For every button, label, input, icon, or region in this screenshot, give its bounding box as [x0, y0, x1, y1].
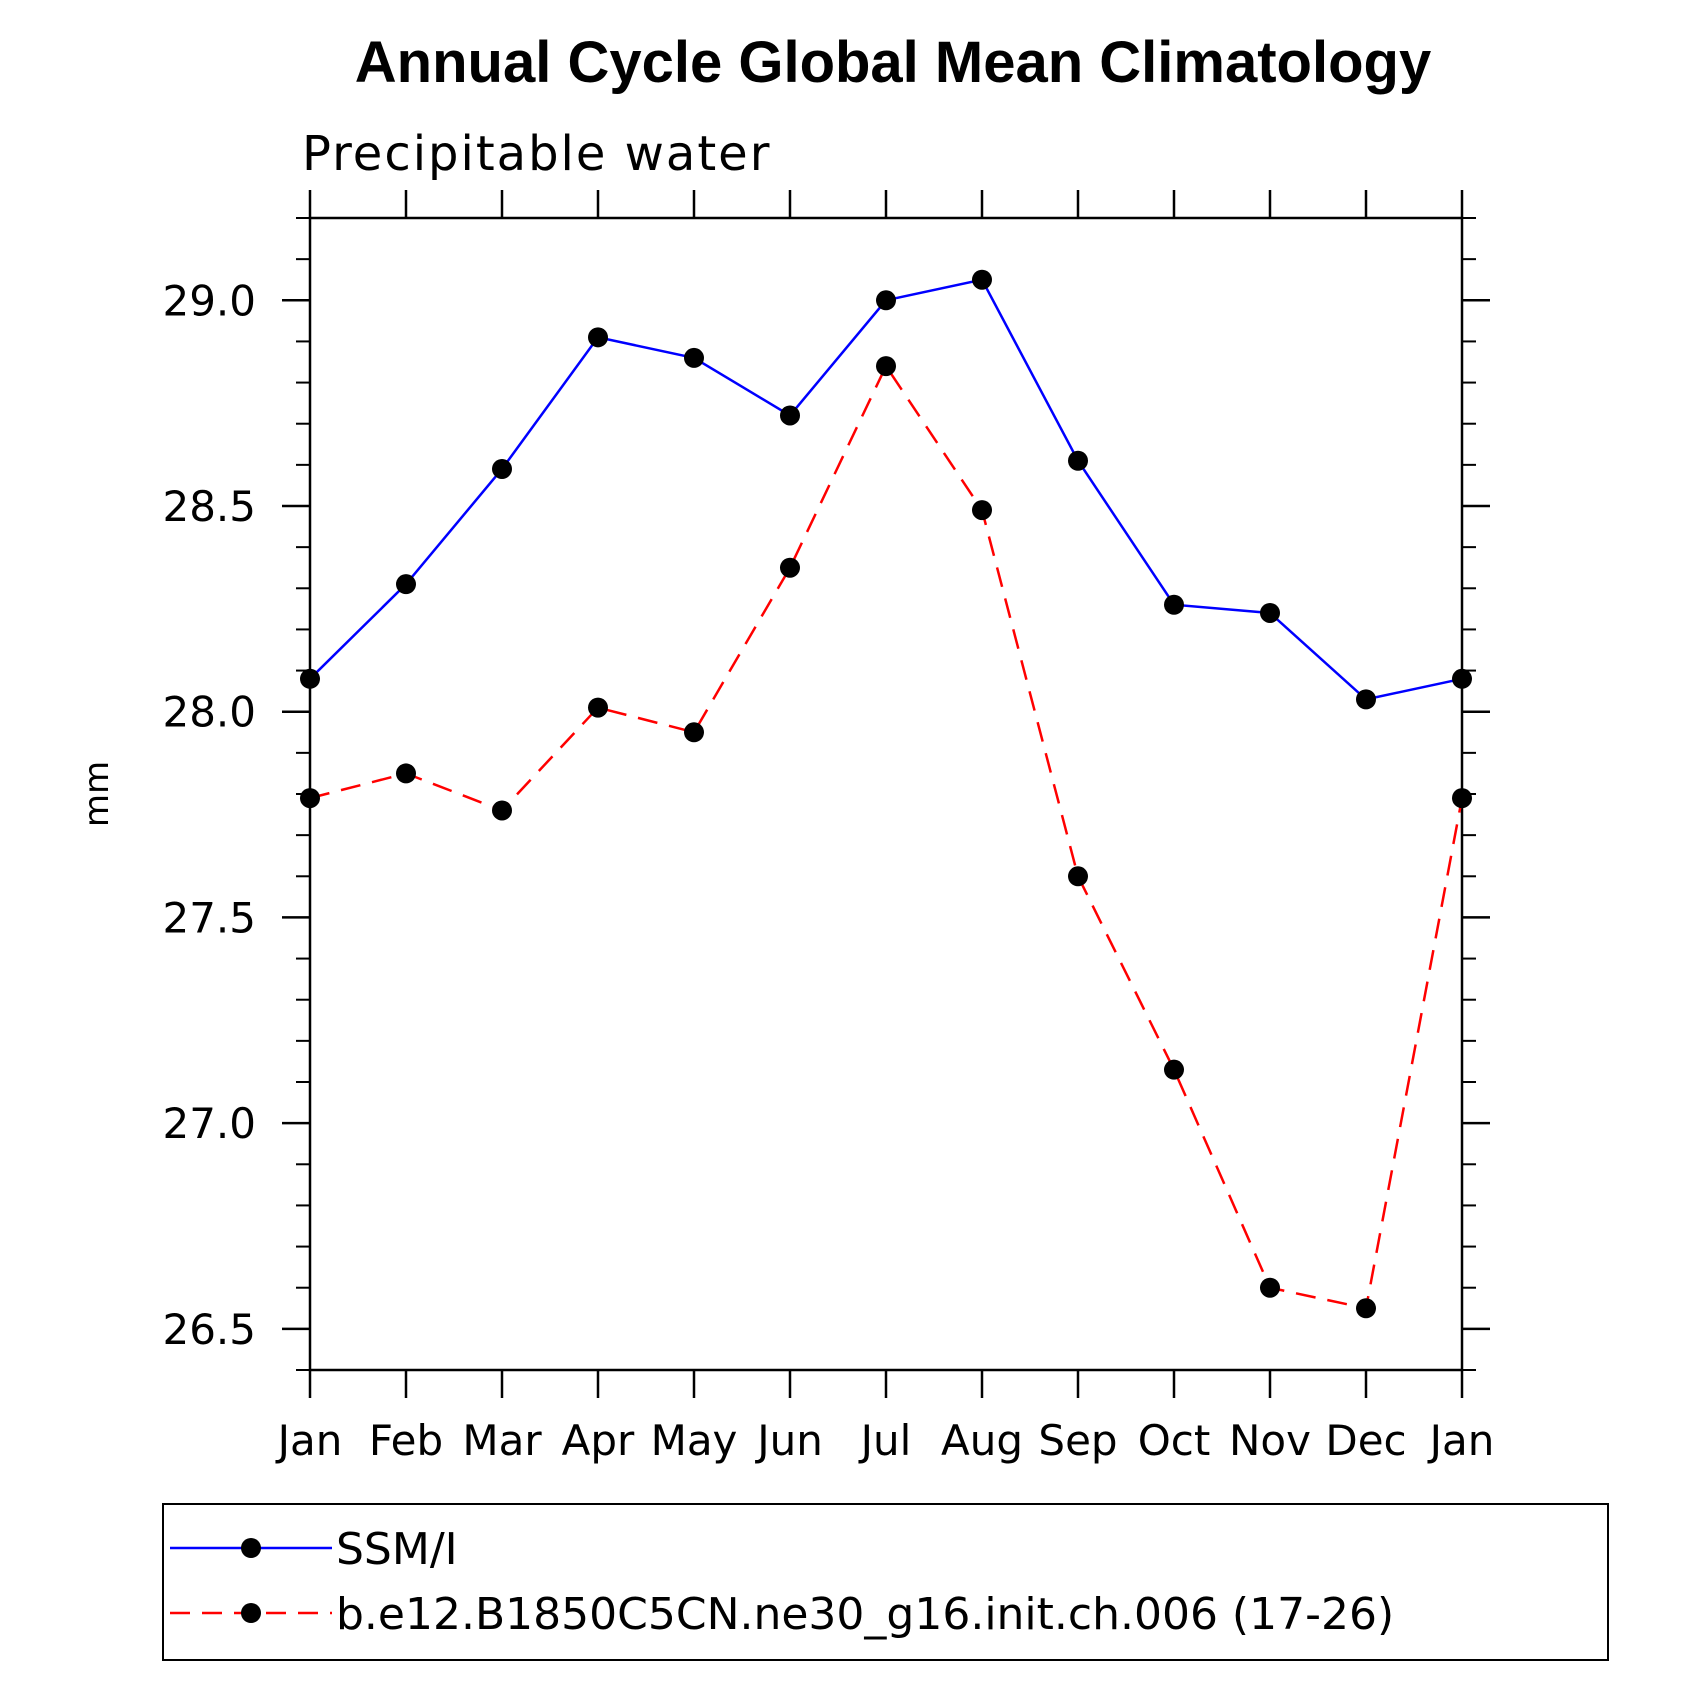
x-tick-label: Sep [1038, 1416, 1117, 1465]
y-tick-label: 27.0 [162, 1099, 256, 1148]
series-1-point [300, 788, 320, 809]
x-tick-label: May [651, 1416, 738, 1465]
chart-title: Annual Cycle Global Mean Climatology [355, 30, 1431, 95]
y-tick-label: 28.0 [162, 688, 256, 737]
series-0-point [684, 347, 704, 368]
series-line-1 [309, 363, 1464, 1310]
y-tick-label: 28.5 [162, 482, 256, 531]
x-tick-label: Feb [369, 1416, 443, 1465]
chart-subtitle: Precipitable water [302, 126, 771, 182]
legend-label-0: SSM/I [336, 1524, 458, 1575]
series-1-point [1356, 1298, 1376, 1319]
series-0-point [492, 458, 512, 479]
y-tick-label: 27.5 [162, 893, 256, 942]
x-tick-label: Jun [754, 1416, 823, 1465]
series-layer [300, 269, 1472, 1319]
series-0-point [780, 405, 800, 426]
series-line-0 [309, 278, 1463, 701]
y-axis-label: mm [77, 761, 117, 827]
y-ticks: 26.5 27.0 27.5 28.0 28.5 29.0 [162, 217, 1490, 1371]
series-1-point [1068, 866, 1088, 887]
series-0-point [1356, 689, 1376, 710]
x-tick-label: Dec [1325, 1416, 1406, 1465]
x-tick-label: Jul [858, 1416, 912, 1465]
series-0-point [1260, 602, 1280, 623]
x-ticks: Jan Feb Mar Apr May Jun Jul Aug Sep Oct Nov Dec Jan [275, 190, 1495, 1465]
series-1-point [492, 800, 512, 821]
series-0-point [396, 574, 416, 595]
series-1-point [1452, 788, 1472, 809]
x-tick-label: Mar [462, 1416, 542, 1465]
x-tick-label: Jan [1427, 1416, 1495, 1465]
plot-frame [308, 216, 1464, 1372]
legend-box [162, 1503, 1609, 1661]
series-0-point [588, 327, 608, 348]
series-1-point [1164, 1059, 1184, 1080]
series-1-point [876, 356, 896, 377]
y-tick-label: 26.5 [162, 1305, 256, 1354]
x-tick-label: Oct [1138, 1416, 1211, 1465]
series-0-point [1452, 668, 1472, 689]
series-0-point [1164, 594, 1184, 615]
series-1-point [780, 557, 800, 578]
series-0-point [972, 269, 992, 290]
series-1-point [588, 697, 608, 718]
x-tick-label: Nov [1229, 1416, 1311, 1465]
series-1-point [1260, 1277, 1280, 1298]
series-0-point [1068, 450, 1088, 471]
series-1-point [684, 722, 704, 743]
legend-label-1: b.e12.B1850C5CN.ne30_g16.init.ch.006 (17… [336, 1589, 1394, 1640]
y-tick-label: 29.0 [162, 276, 256, 325]
x-tick-label: Jan [275, 1416, 343, 1465]
series-0-point [300, 668, 320, 689]
series-0-point [876, 290, 896, 311]
x-tick-label: Apr [562, 1416, 635, 1465]
legend-marker-0 [241, 1538, 261, 1558]
x-tick-label: Aug [941, 1416, 1023, 1465]
legend: SSM/I b.e12.B1850C5CN.ne30_g16.init.ch.00… [170, 1524, 1394, 1640]
series-1-point [396, 763, 416, 784]
series-1-point [972, 500, 992, 521]
legend-marker-1 [241, 1603, 261, 1623]
